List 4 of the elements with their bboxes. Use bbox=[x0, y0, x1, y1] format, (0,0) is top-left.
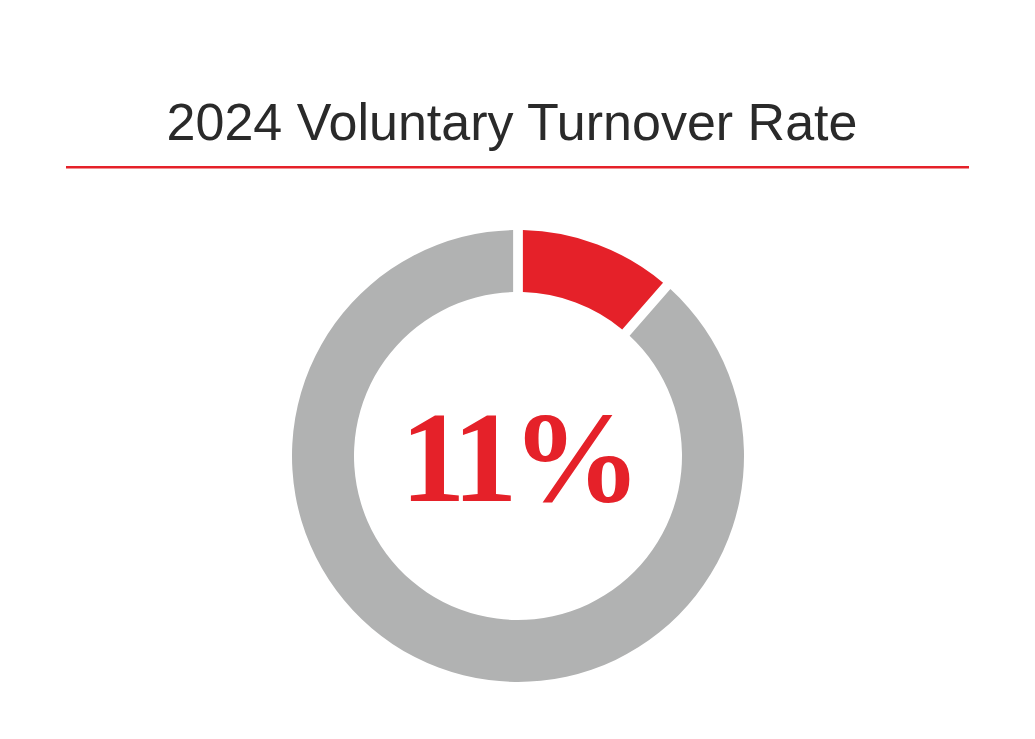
chart-title: 2024 Voluntary Turnover Rate bbox=[166, 93, 858, 151]
text: 11% bbox=[400, 385, 636, 529]
donut-slice bbox=[292, 230, 744, 682]
donut-slice bbox=[522, 230, 664, 330]
